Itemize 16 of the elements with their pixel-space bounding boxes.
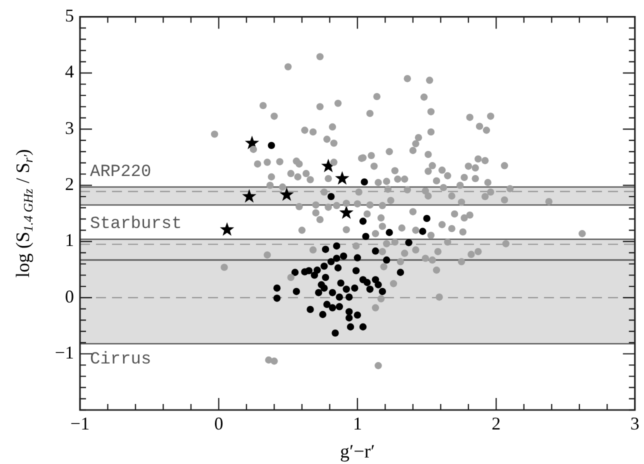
x-axis-title: g′−r′ xyxy=(340,442,375,463)
band-label: Starburst xyxy=(90,215,182,234)
x-tick-label: 1 xyxy=(352,414,362,434)
x-tick-label: 0 xyxy=(214,414,224,434)
y-axis-title: log (S1.4 GHz / Sr′) xyxy=(12,149,36,278)
y-tick-label: 5 xyxy=(65,6,74,26)
y-tick-label: −1 xyxy=(54,342,74,363)
y-tick-label: 1 xyxy=(65,230,74,250)
y-tick-label: 2 xyxy=(65,174,74,194)
y-tick-label: 0 xyxy=(65,286,74,306)
band-label: Cirrus xyxy=(90,350,152,370)
x-tick-label: 2 xyxy=(492,414,501,434)
x-tick-label: 3 xyxy=(630,414,640,434)
y-tick-label: 4 xyxy=(65,62,74,82)
band-label: ARP220 xyxy=(90,163,152,182)
y-tick-label: 3 xyxy=(65,118,74,138)
